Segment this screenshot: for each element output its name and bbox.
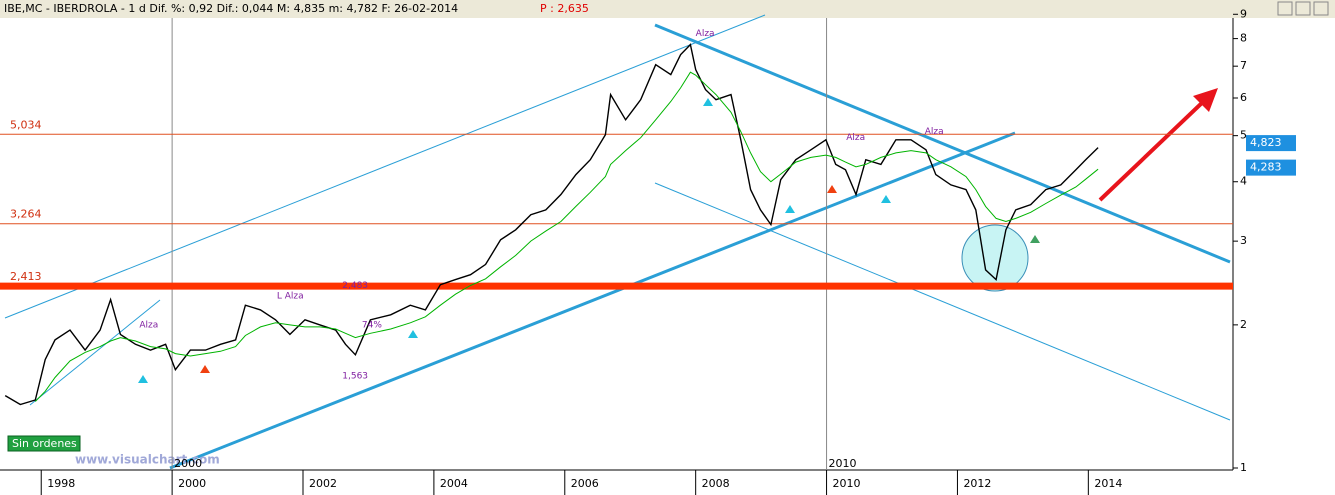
- x-tick-label: 2002: [309, 477, 337, 490]
- x-tick-label: 2000: [178, 477, 206, 490]
- y-tick-label: 7: [1240, 59, 1247, 72]
- maximize-button[interactable]: [1295, 1, 1311, 16]
- annotation: Alza: [139, 320, 158, 330]
- status-text: Sin ordenes: [12, 437, 77, 450]
- level-label: 5,034: [10, 118, 42, 131]
- level-label: 2,413: [10, 270, 42, 283]
- signal-arrow: [881, 195, 891, 203]
- trend-line: [169, 131, 1016, 470]
- y-tick-label: 4: [1240, 175, 1247, 188]
- trend-line: [654, 23, 1231, 264]
- channel-line: [29, 299, 161, 406]
- chart-title: IBE,MC - IBERDROLA - 1 d Dif. %: 0,92 Di…: [4, 2, 458, 15]
- price-tag: [1246, 135, 1296, 152]
- minimize-button[interactable]: [1277, 1, 1293, 16]
- x-tick-label: 2006: [571, 477, 599, 490]
- annotation: Alza: [696, 29, 715, 39]
- annotation: Alza: [925, 127, 944, 137]
- close-button[interactable]: [1313, 1, 1329, 16]
- header-bar: [0, 0, 1335, 18]
- y-axis-panel: [1233, 18, 1335, 470]
- annotation: 74%: [362, 320, 382, 330]
- y-tick-label: 9: [1240, 7, 1247, 20]
- signal-arrow: [827, 185, 837, 193]
- signal-arrow: [703, 98, 713, 106]
- outlook-arrow-head: [1193, 88, 1218, 112]
- chart-title-extra: P : 2,635: [540, 2, 589, 15]
- moving-average: [34, 71, 1099, 402]
- status-box: [7, 435, 81, 452]
- y-tick-label: 3: [1240, 234, 1247, 247]
- x-tick-label: 2012: [963, 477, 991, 490]
- x-tick-label: 1998: [47, 477, 75, 490]
- y-tick-label: 2: [1240, 318, 1247, 331]
- y-tick-label: 6: [1240, 91, 1247, 104]
- watermark: www.visualchart.com: [75, 453, 220, 467]
- plot-area: [0, 18, 1233, 470]
- signal-arrow: [408, 330, 418, 338]
- highlight-circle: [961, 224, 1029, 292]
- annotation: 2,483: [342, 281, 368, 291]
- price-tag-label: 4,283: [1250, 161, 1282, 174]
- price-tag: [1246, 159, 1296, 176]
- channel-line: [654, 182, 1231, 421]
- signal-arrow: [138, 375, 148, 383]
- channel-line: [4, 14, 766, 319]
- x-tick-label: 2004: [440, 477, 468, 490]
- level-label: 3,264: [10, 208, 42, 221]
- y-tick-label: 1: [1240, 461, 1247, 474]
- annotation: 1,563: [342, 372, 368, 382]
- x-tick-label: 2014: [1094, 477, 1122, 490]
- signal-arrow: [1030, 235, 1040, 243]
- outlook-arrow: [1098, 98, 1207, 202]
- year-divider-label: 2010: [829, 457, 857, 470]
- year-divider-label: 2000: [174, 457, 202, 470]
- trend-lines: [4, 14, 1231, 470]
- price-tag-label: 4,823: [1250, 136, 1282, 149]
- y-tick-label: 8: [1240, 32, 1247, 45]
- annotation: L Alza: [277, 292, 304, 302]
- signal-arrow: [785, 205, 795, 213]
- annotation: Alza: [846, 133, 865, 143]
- signal-arrow: [200, 365, 210, 373]
- y-tick-label: 5: [1240, 129, 1247, 142]
- x-tick-label: 2010: [833, 477, 861, 490]
- x-tick-label: 2008: [702, 477, 730, 490]
- x-axis-panel: [0, 470, 1335, 495]
